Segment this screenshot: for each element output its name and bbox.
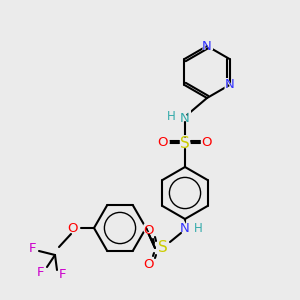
- Text: N: N: [225, 79, 234, 92]
- Text: H: H: [194, 223, 202, 236]
- Text: O: O: [200, 136, 214, 151]
- Text: O: O: [158, 136, 168, 149]
- Text: H: H: [167, 110, 176, 124]
- Text: N: N: [223, 77, 236, 92]
- Text: O: O: [141, 223, 155, 238]
- Text: F: F: [34, 265, 46, 280]
- Text: O: O: [202, 136, 212, 149]
- Text: N: N: [178, 110, 192, 125]
- Text: N: N: [200, 38, 214, 53]
- Text: O: O: [143, 259, 153, 272]
- Text: F: F: [58, 268, 66, 281]
- Text: N: N: [202, 40, 212, 52]
- Text: N: N: [178, 220, 192, 236]
- Text: S: S: [180, 136, 190, 151]
- Text: F: F: [56, 268, 68, 283]
- Text: O: O: [68, 221, 78, 235]
- Text: O: O: [143, 224, 153, 236]
- Text: N: N: [180, 221, 190, 235]
- Text: O: O: [66, 220, 80, 236]
- Text: F: F: [28, 242, 36, 254]
- Text: F: F: [26, 241, 38, 256]
- Text: O: O: [156, 136, 170, 151]
- Text: N: N: [180, 112, 190, 124]
- Text: S: S: [157, 239, 169, 257]
- Text: S: S: [158, 241, 168, 256]
- Text: F: F: [36, 266, 44, 278]
- Text: O: O: [141, 257, 155, 272]
- Text: S: S: [178, 134, 191, 152]
